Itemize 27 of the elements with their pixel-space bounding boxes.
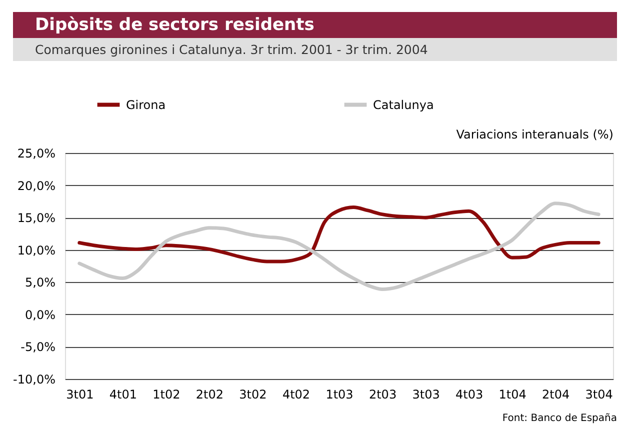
- x-tick-label: 1t03: [326, 388, 354, 402]
- text: Font: Banco de España: [502, 413, 617, 424]
- y-tick-label: 5,0%: [25, 276, 56, 290]
- chart-title: Dipòsits de sectors residents: [35, 15, 314, 35]
- x-tick-label: 1t02: [152, 388, 180, 402]
- y-tick-label: -10,0%: [13, 372, 56, 386]
- x-tick-label: 2t04: [542, 388, 570, 402]
- y-tick-label: 0,0%: [25, 308, 56, 322]
- y-tick-label: 25,0%: [17, 146, 56, 160]
- y-tick-label: 20,0%: [17, 178, 56, 193]
- y-tick-label: 15,0%: [17, 211, 56, 226]
- y-tick-label: -5,0%: [20, 340, 56, 354]
- x-tick-label: 1t04: [498, 388, 526, 402]
- x-tick-label: 3t04: [585, 388, 613, 402]
- x-tick-label: 3t03: [412, 388, 440, 402]
- x-tick-label: 2t03: [368, 388, 397, 402]
- y-axis-title: Variacions interanuals (%): [456, 128, 614, 142]
- y-tick-label: 10,0%: [17, 243, 56, 258]
- x-tick-label: 2t02: [196, 388, 224, 402]
- x-tick-label: 4t01: [109, 388, 137, 402]
- x-tick-label: 4t03: [455, 388, 484, 402]
- legend-label: Catalunya: [373, 98, 434, 112]
- x-tick-label: 3t01: [66, 388, 94, 402]
- legend-label: Girona: [126, 98, 166, 112]
- chart-subtitle: Comarques gironines i Catalunya. 3r trim. 2001 - 3r trim. 2004: [35, 42, 428, 57]
- x-tick-label: 4t02: [282, 388, 310, 402]
- x-tick-label: 3t02: [239, 388, 267, 402]
